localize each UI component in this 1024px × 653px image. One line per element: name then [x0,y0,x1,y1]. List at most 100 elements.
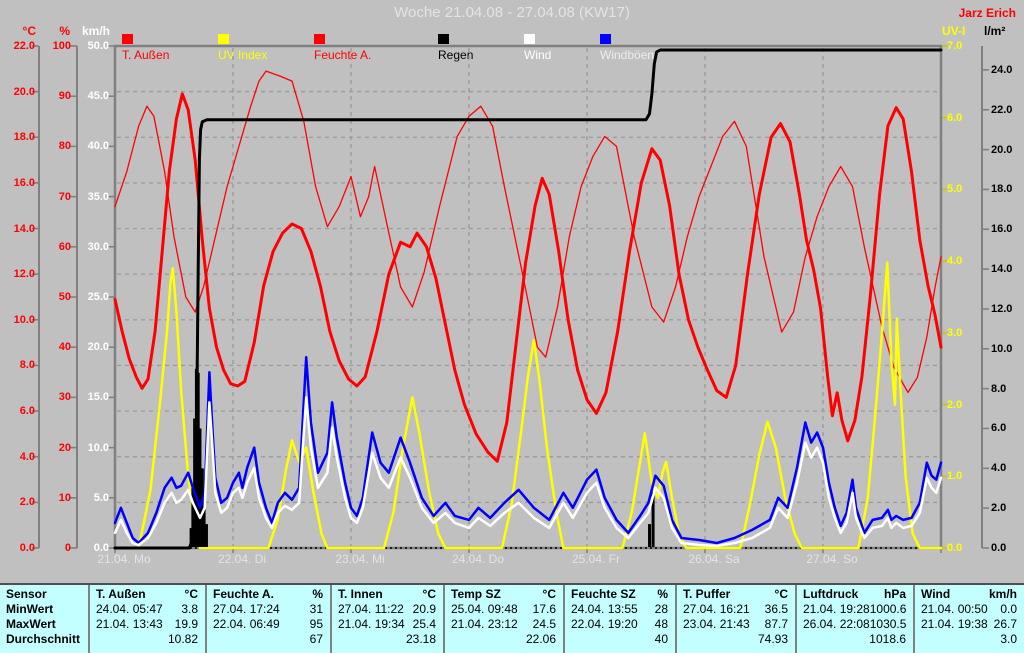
axis-tick: 14.0 [991,263,1013,276]
axis-tick: 6.0 [947,111,963,124]
avg-number: 67 [309,632,323,646]
sensor-name: T. Außen [96,587,146,601]
table-value-row: 22.04. 19:20 48 [571,617,668,632]
axis-tick: 5.0 [947,183,963,196]
value-number: 87.7 [764,617,788,631]
station-name: Jarz Erich [958,6,1016,20]
table-value-row: 21.04. 19:34 25.4 [338,617,436,632]
table-row-label: Durchschnitt [6,632,81,646]
sensor-name: Feuchte A. [213,587,274,601]
value-time: 27.04. 17:24 [213,602,280,616]
axis-tick: 4.0 [19,450,35,463]
axis-tick: 22.0 [13,40,35,52]
axis-unit-uvi: UV-I [942,24,966,38]
weekday-label: 24.04. Do [451,552,505,566]
axis-unit-kmh: km/h [81,24,110,38]
sensor-name: T. Puffer [683,587,731,601]
series-feuchte-a- [114,70,942,394]
sensor-unit: % [312,587,323,601]
value-number: 0.0 [1000,602,1017,616]
legend-item-regen: Regen [438,30,473,62]
table-col-header: Wind km/h [921,587,1017,602]
axis-tick: 50.0 [87,40,109,52]
avg-number: 40 [654,632,668,646]
axis-tick: 10 [58,491,71,504]
axis-tick: 3.0 [947,326,963,339]
sensor-name: T. Innen [338,587,383,601]
avg-number: 74.93 [757,632,788,646]
axis-tick: 12.0 [13,268,35,281]
series-wind [113,396,943,548]
weekday-label: 21.04. Mo [97,552,151,566]
value-time: 25.04. 09:48 [451,602,518,616]
table-col-header: Feuchte A.% [213,587,323,602]
avg-number: 10.82 [167,632,198,646]
axis-tick: 45.0 [87,90,109,103]
legend-label: Feuchte A. [314,48,372,62]
axis-tick: 20.0 [87,341,109,354]
table-col-header: Temp SZ °C [451,587,556,602]
axis-tick: 10.0 [991,342,1013,355]
sensor-name: Temp SZ [451,587,501,601]
axis-tick: 70 [58,190,71,203]
value-number: 3.8 [181,602,198,616]
table-avg-row: 22.06 [451,632,556,647]
table-avg-row: 23.18 [338,632,436,647]
legend-swatch-icon [524,33,535,44]
weekday-label: 25.04. Fr [571,552,621,566]
value-time: 24.04. 05:47 [96,602,163,616]
axis-tick: 25.0 [87,291,109,303]
axis-tick: 80 [58,140,71,153]
axis-tick: 8.0 [991,382,1007,395]
legend-label: Regen [438,48,474,62]
sensor-unit: % [657,587,668,601]
axis-tick: 12.0 [991,302,1013,315]
table-row-labels: Sensor MinWert MaxWert Durchschnitt [0,585,88,653]
axis-tick: 50 [58,291,71,303]
stats-table: Sensor MinWert MaxWert Durchschnitt T. Außen… [0,583,1024,653]
value-time: 23.04. 21:43 [683,617,750,631]
table-col-header: Feuchte SZ% [571,587,668,602]
sensor-unit: hPa [883,587,906,601]
legend-swatch-icon [122,33,133,44]
axis-tick: 8.0 [19,359,35,372]
axis-tick: 0 [64,542,71,554]
table-col-t-puffer: T. Puffer °C 27.04. 16:21 36.5 23.04. 21:43 8… [675,585,795,653]
axis-tick: 4.0 [991,462,1007,475]
value-time: 27.04. 16:21 [683,602,750,616]
value-number: 28 [654,602,668,616]
table-avg-row: 67 [213,632,323,647]
table-col-feuchte-sz: Feuchte SZ% 24.04. 13:55 28 22.04. 19:20 48 4… [563,585,675,653]
value-number: 20.9 [412,602,436,616]
table-row-label: MaxWert [6,617,56,631]
value-time: 26.04. 22:08 [803,617,870,631]
axis-tick: 4.0 [947,255,963,268]
value-number: 26.7 [993,617,1017,631]
axis-tick: 0.0 [19,542,35,554]
table-col-header: Luftdruck hPa [803,587,906,602]
legend-item-feuchte-a-: Feuchte A. [314,30,371,62]
table-col-t-au-en: T. Außen °C 24.04. 05:47 3.8 21.04. 13:43 19.… [88,585,205,653]
series-t-au-en [113,92,943,463]
axis-tick: 15.0 [87,391,109,404]
table-col-feuchte-a-: Feuchte A.% 27.04. 17:24 31 22.04. 06:49 95 6… [205,585,330,653]
axis-tick: 30.0 [87,240,109,253]
page-title: Woche 21.04.08 - 27.04.08 (KW17) [394,4,630,21]
avg-number: 23.18 [405,632,436,646]
value-time: 22.04. 19:20 [571,617,638,631]
axis-tick: 20.0 [13,85,35,98]
value-number: 31 [309,602,323,616]
value-time: 21.04. 19:38 [921,617,988,631]
table-row-label: MinWert [6,602,54,616]
legend-item-wind: Wind [524,30,551,62]
axis-tick: 2.0 [947,398,963,411]
legend-swatch-icon [600,33,611,44]
axis-tick: 1.0 [947,470,963,483]
table-value-row: 27.04. 17:24 31 [213,602,323,617]
table-col-luftdruck: Luftdruck hPa 21.04. 19:28 1000.6 26.04. 22:… [795,585,913,653]
legend-label: Wind [524,48,552,62]
sensor-unit: km/h [988,587,1017,601]
axis-tick: 40 [58,341,71,354]
axis-tick: 7.0 [947,40,963,52]
